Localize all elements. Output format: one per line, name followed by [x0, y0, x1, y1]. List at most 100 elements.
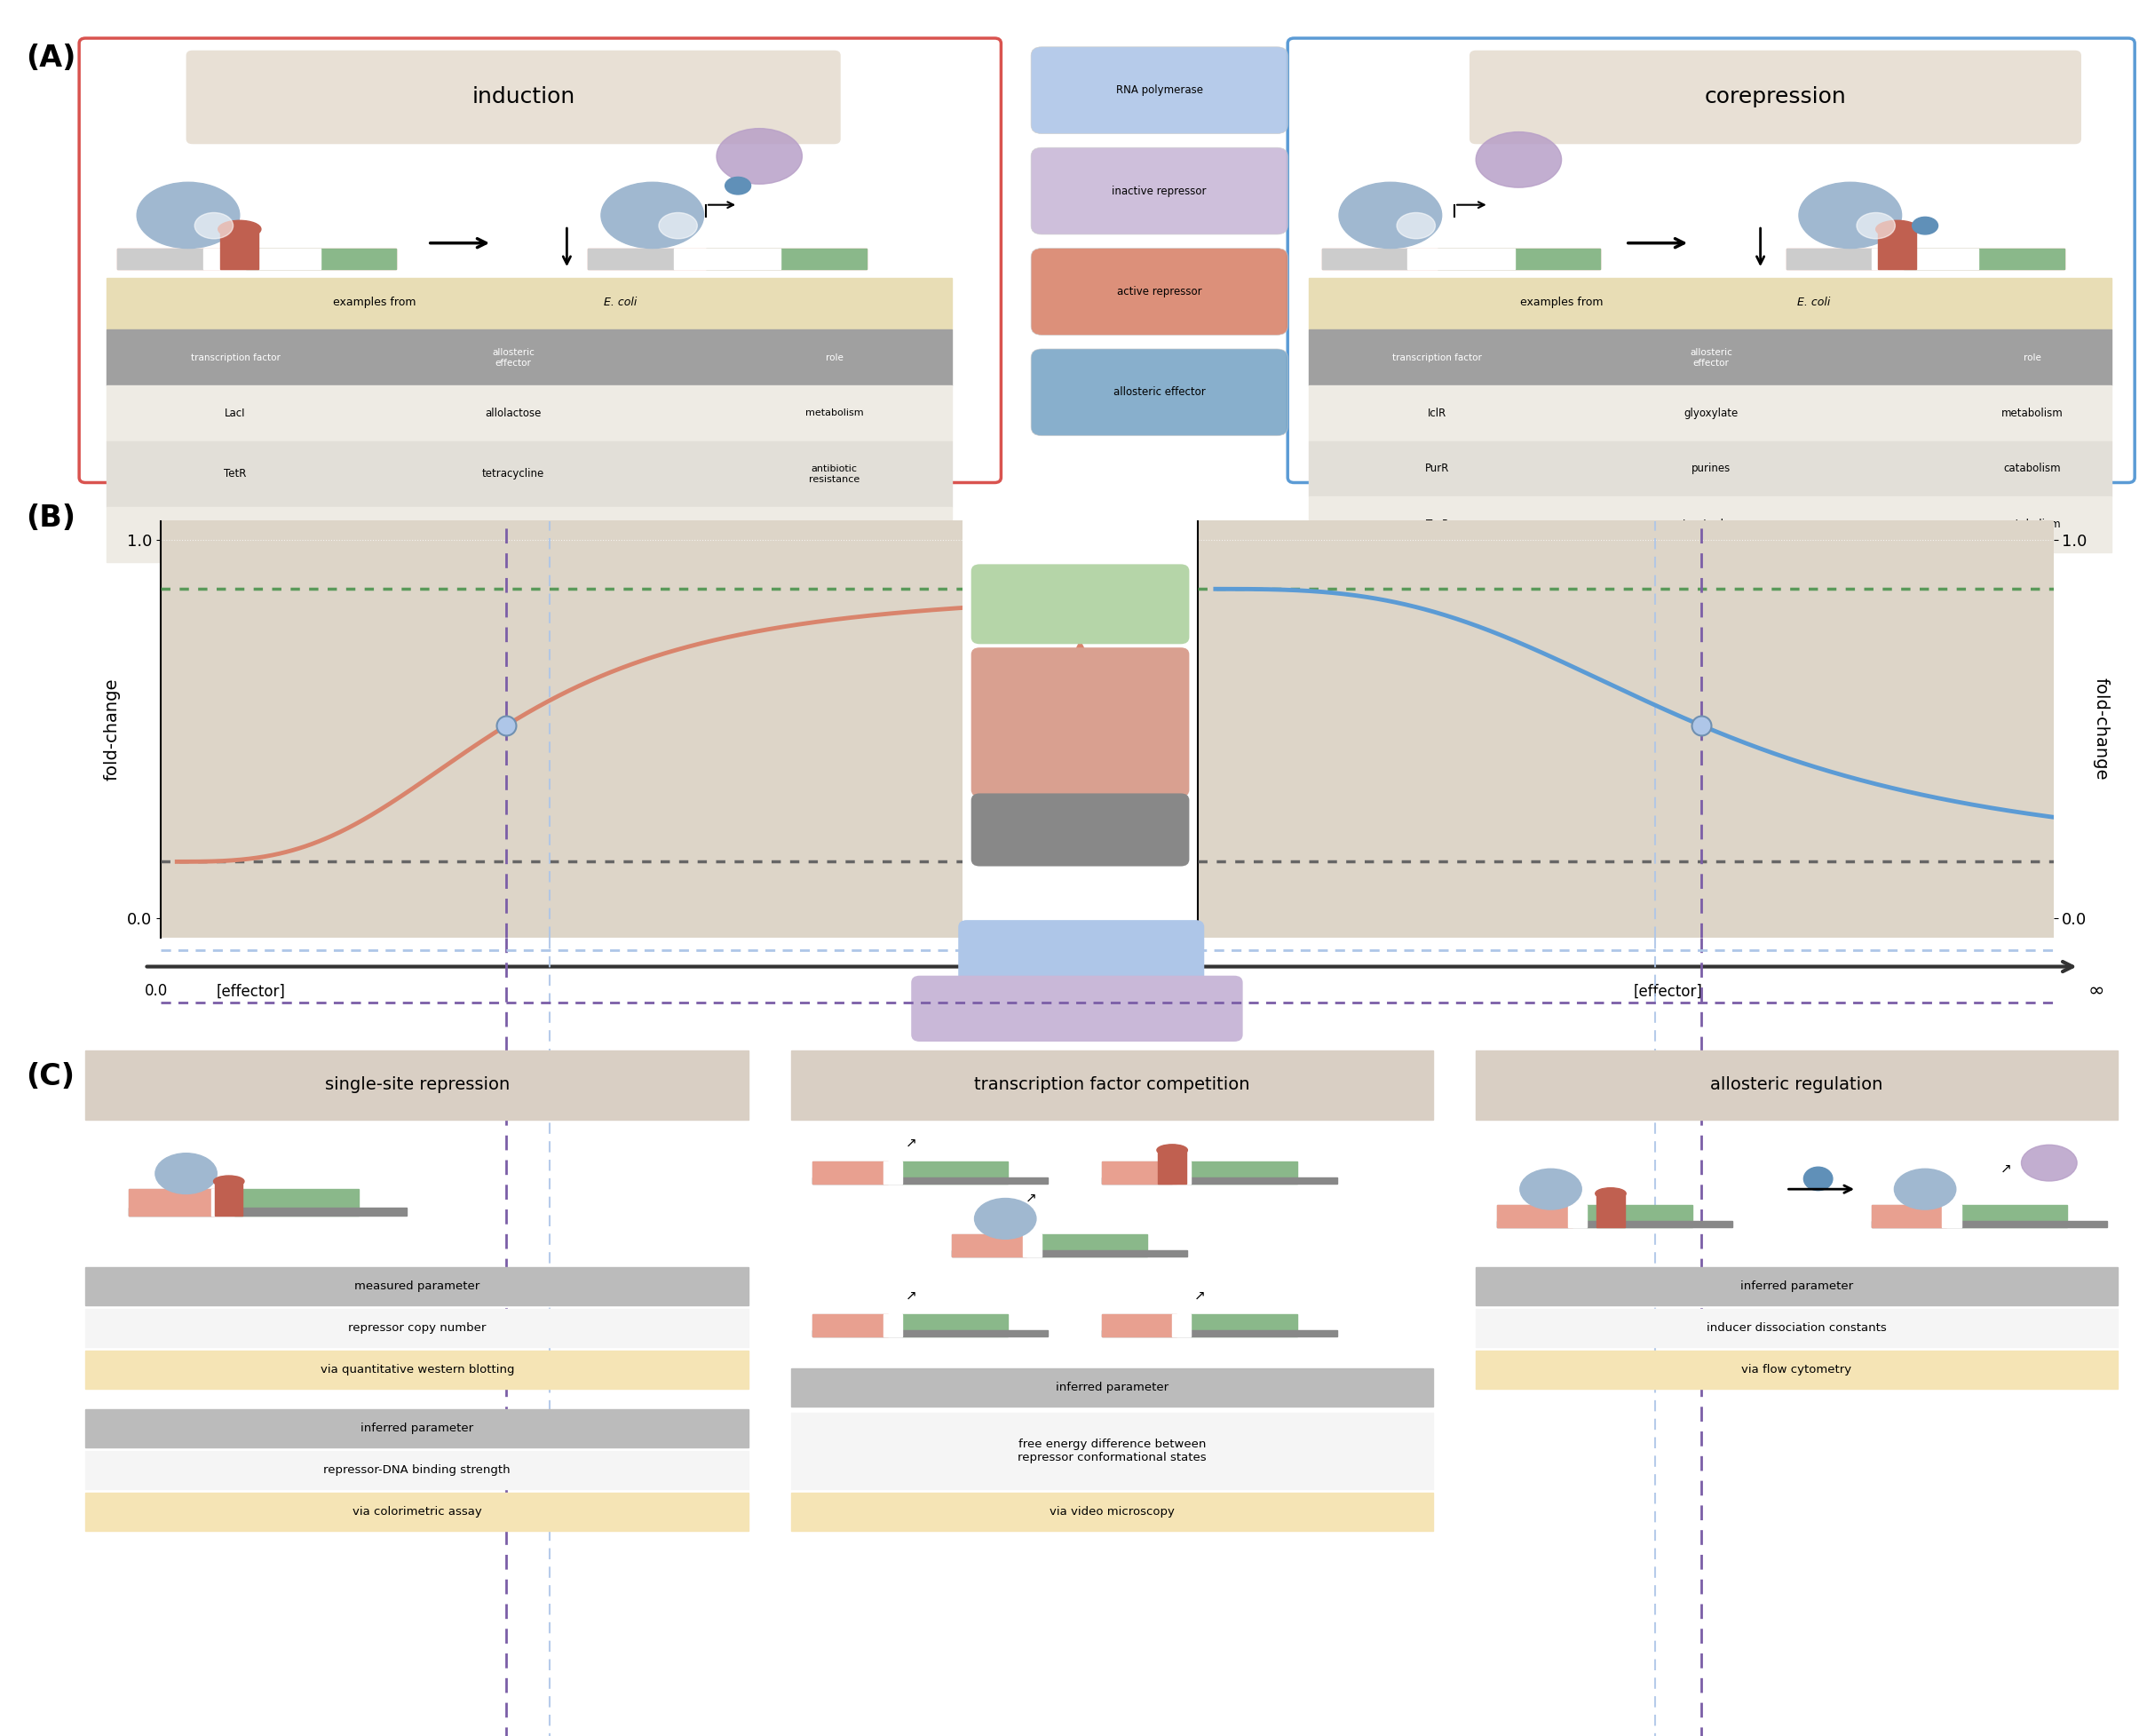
Text: LacI: LacI — [225, 408, 246, 418]
Text: [effector]: [effector] — [216, 983, 287, 1000]
Bar — [246, 248, 396, 269]
Bar — [588, 248, 866, 269]
Text: free energy difference between
repressor conformational states: free energy difference between repressor… — [1018, 1439, 1206, 1463]
Ellipse shape — [1476, 132, 1561, 187]
Text: induction: induction — [473, 87, 575, 108]
Bar — [107, 441, 952, 507]
FancyBboxPatch shape — [1031, 349, 1288, 436]
Text: catabolism: catabolism — [2004, 519, 2060, 529]
Text: via flow cytometry: via flow cytometry — [1741, 1364, 1852, 1375]
Bar — [1872, 248, 1979, 269]
Text: examples from: examples from — [334, 297, 415, 307]
Text: NagC: NagC — [220, 529, 250, 540]
Text: role: role — [826, 352, 843, 363]
Text: saturation: saturation — [1042, 590, 1119, 608]
Ellipse shape — [725, 177, 751, 194]
Text: allosteric
effector: allosteric effector — [1690, 347, 1733, 368]
Text: TrpR: TrpR — [1427, 519, 1448, 529]
Text: (C): (C) — [26, 1062, 75, 1092]
Text: inferred parameter: inferred parameter — [1741, 1281, 1852, 1292]
Bar — [1437, 248, 1600, 269]
Point — [490, 712, 524, 740]
Ellipse shape — [1799, 182, 1902, 248]
Ellipse shape — [137, 182, 240, 248]
Text: 0.0: 0.0 — [143, 983, 167, 1000]
Text: dynamic
range: dynamic range — [1048, 705, 1112, 740]
Text: TetR: TetR — [225, 469, 246, 479]
Text: effective Hill coefficient: effective Hill coefficient — [999, 1002, 1161, 1016]
Text: [effector]: [effector] — [1634, 983, 1703, 1000]
Bar — [588, 248, 674, 269]
Bar — [1309, 441, 2111, 496]
Text: E. coli: E. coli — [603, 297, 637, 307]
Text: ↗: ↗ — [905, 1135, 918, 1149]
Bar — [1309, 496, 2111, 552]
Text: glyoxylate: glyoxylate — [1683, 408, 1739, 418]
Y-axis label: fold-change: fold-change — [2092, 677, 2109, 781]
Bar — [118, 248, 396, 269]
Text: tetracycline: tetracycline — [481, 469, 545, 479]
Text: ↗: ↗ — [905, 1288, 918, 1302]
Bar — [1309, 385, 2111, 441]
FancyBboxPatch shape — [1469, 50, 2081, 144]
Text: role: role — [2023, 352, 2041, 363]
FancyBboxPatch shape — [1031, 47, 1288, 134]
Text: measured parameter: measured parameter — [355, 1281, 479, 1292]
Text: allosteric
effector: allosteric effector — [492, 347, 535, 368]
Text: purines: purines — [1692, 464, 1730, 474]
Bar — [706, 248, 866, 269]
Text: PurR: PurR — [1425, 464, 1450, 474]
Bar — [1878, 231, 1917, 269]
Text: (A): (A) — [26, 43, 75, 73]
Text: via colorimetric assay: via colorimetric assay — [353, 1507, 481, 1517]
Bar — [107, 385, 952, 441]
Text: allosteric effector: allosteric effector — [1112, 387, 1206, 398]
Text: ↗: ↗ — [1025, 1191, 1037, 1205]
Text: ↗: ↗ — [1194, 1288, 1206, 1302]
Text: ↗: ↗ — [2000, 1161, 2013, 1175]
Text: via quantitative western blotting: via quantitative western blotting — [321, 1364, 513, 1375]
Text: transcription factor competition: transcription factor competition — [975, 1076, 1249, 1094]
Bar — [1786, 248, 2064, 269]
Text: [EC₅₀]: [EC₅₀] — [1059, 948, 1102, 965]
Bar — [1407, 248, 1514, 269]
Text: transcription factor: transcription factor — [1392, 352, 1482, 363]
Text: single-site repression: single-site repression — [325, 1076, 509, 1094]
Text: allolactose: allolactose — [486, 408, 541, 418]
Bar — [1904, 248, 2064, 269]
Text: inducer dissociation constants: inducer dissociation constants — [1707, 1323, 1887, 1333]
Bar — [674, 248, 781, 269]
Ellipse shape — [659, 214, 697, 240]
Text: (B): (B) — [26, 503, 75, 533]
Y-axis label: fold-change: fold-change — [103, 677, 120, 781]
FancyBboxPatch shape — [1031, 148, 1288, 234]
Text: via video microscopy: via video microscopy — [1050, 1507, 1174, 1517]
Text: RNA polymerase: RNA polymerase — [1117, 85, 1202, 95]
Text: metabolism: metabolism — [2002, 408, 2062, 418]
Bar — [1322, 248, 1600, 269]
FancyBboxPatch shape — [1288, 38, 2135, 483]
Text: ∞: ∞ — [2088, 981, 2105, 1000]
FancyBboxPatch shape — [186, 50, 841, 144]
Text: examples from: examples from — [1521, 297, 1602, 307]
Bar — [203, 248, 321, 269]
Text: GlcNAc: GlcNAc — [494, 529, 533, 540]
Text: inactive repressor: inactive repressor — [1112, 186, 1206, 196]
Text: leakiness: leakiness — [1046, 821, 1114, 838]
Bar — [1322, 248, 1407, 269]
Point — [1683, 712, 1718, 740]
Text: catabolism: catabolism — [2004, 464, 2060, 474]
Ellipse shape — [1857, 214, 1895, 240]
Text: active repressor: active repressor — [1117, 286, 1202, 297]
Bar — [118, 248, 203, 269]
Ellipse shape — [1876, 220, 1919, 238]
Ellipse shape — [195, 214, 233, 240]
Ellipse shape — [717, 128, 802, 184]
Text: metabolism: metabolism — [804, 408, 864, 418]
Text: IclR: IclR — [1429, 408, 1446, 418]
Bar — [107, 330, 952, 385]
FancyBboxPatch shape — [1031, 248, 1288, 335]
FancyBboxPatch shape — [79, 38, 1001, 483]
Ellipse shape — [218, 220, 261, 238]
Text: repressor copy number: repressor copy number — [349, 1323, 486, 1333]
